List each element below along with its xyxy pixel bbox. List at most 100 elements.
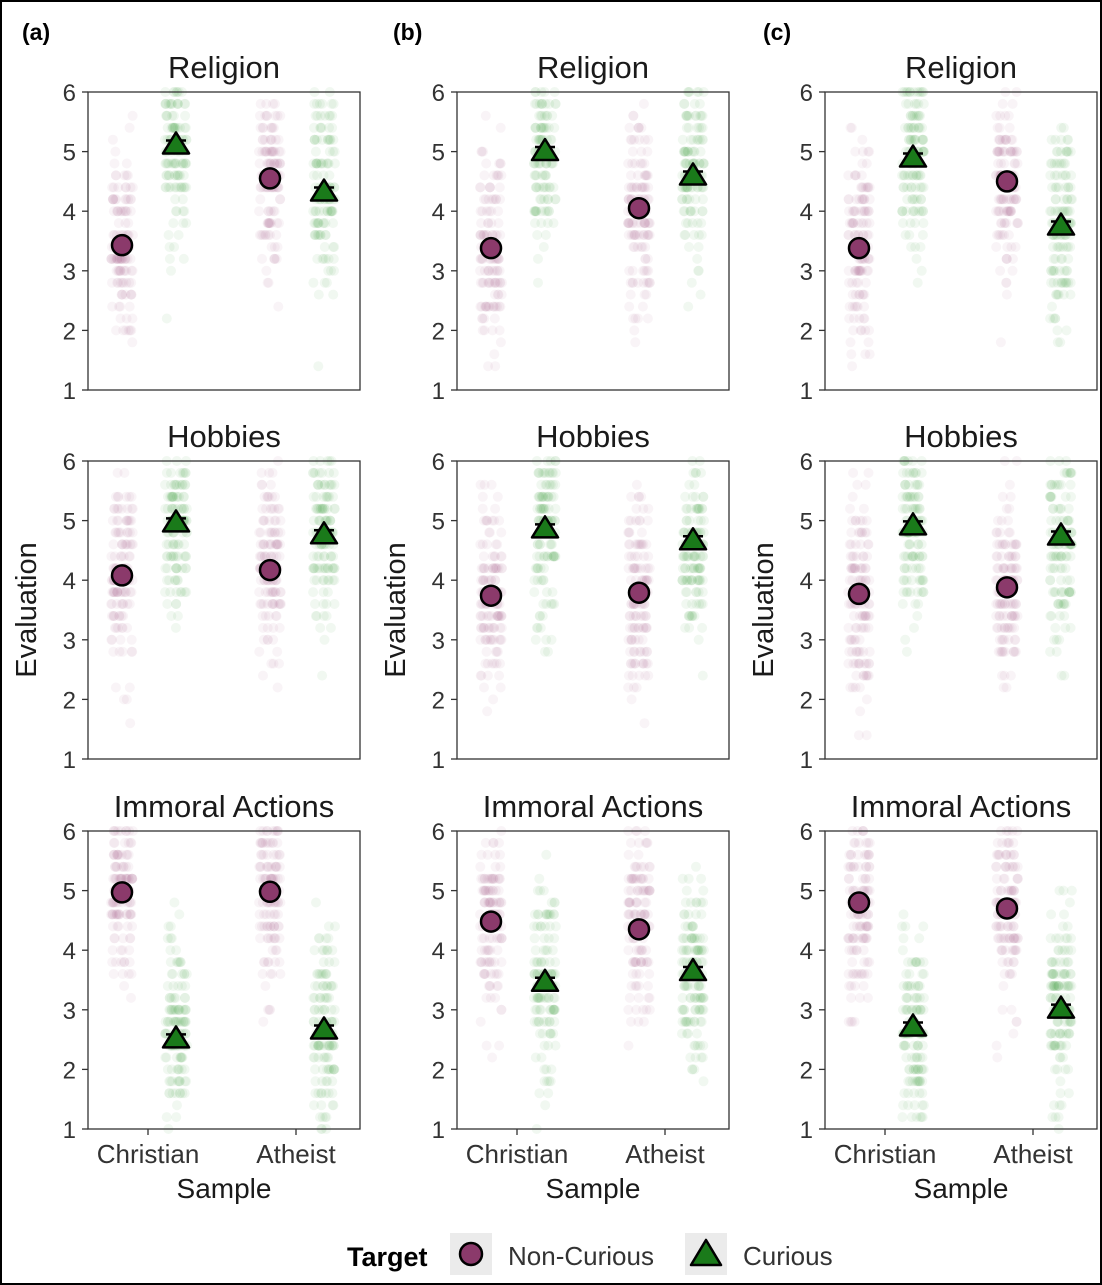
jitter-point — [325, 551, 336, 562]
jitter-point — [323, 563, 334, 574]
jitter-point — [329, 1016, 340, 1027]
jitter-point — [162, 503, 173, 514]
y-tick-label: 5 — [800, 879, 813, 906]
jitter-point — [309, 134, 320, 145]
jitter-point — [310, 1088, 321, 1099]
jitter-point — [161, 110, 172, 121]
jitter-point — [328, 146, 339, 157]
jitter-point — [320, 563, 331, 574]
jitter-point — [322, 587, 333, 598]
jitter-point — [177, 969, 188, 979]
jitter-point — [321, 1112, 332, 1123]
jitter-point — [623, 515, 634, 526]
jitter-point — [696, 230, 707, 240]
jitter-point — [1045, 551, 1056, 562]
jitter-point — [697, 134, 708, 145]
jitter-point — [176, 1052, 187, 1063]
plot-area-border — [456, 91, 730, 391]
jitter-point — [255, 539, 266, 550]
y-tick-label: 4 — [432, 568, 445, 595]
jitter-point — [693, 981, 704, 991]
jitter-point — [482, 706, 493, 717]
jitter-point — [902, 491, 913, 502]
jitter-point — [265, 158, 276, 169]
jitter-point — [494, 158, 505, 169]
jitter-point — [311, 206, 321, 217]
jitter-point — [127, 313, 138, 324]
jitter-point — [113, 515, 124, 526]
jitter-point — [168, 122, 179, 133]
jitter-point — [170, 992, 181, 1003]
jitter-point — [860, 479, 871, 490]
jitter-point — [263, 206, 274, 217]
jitter-point — [309, 134, 320, 145]
jitter-point — [679, 98, 690, 109]
jitter-point — [106, 599, 117, 609]
jitter-point — [860, 563, 871, 574]
jitter-point — [107, 194, 118, 205]
jitter-point — [309, 134, 320, 145]
jitter-point — [268, 206, 279, 217]
jitter-point — [318, 1052, 329, 1063]
jitter-point — [120, 182, 131, 193]
legend-marker-non-curious — [458, 1241, 484, 1267]
jitter-point — [689, 479, 700, 490]
jitter-point — [177, 1088, 188, 1099]
jitter-point — [480, 110, 491, 121]
jitter-point — [1050, 1064, 1060, 1075]
jitter-point — [309, 563, 320, 574]
jitter-point — [258, 670, 268, 681]
jitter-point — [863, 467, 874, 478]
jitter-point — [531, 134, 542, 145]
jitter-point — [494, 277, 505, 288]
jitter-point — [475, 479, 486, 490]
jitter-point — [267, 146, 278, 157]
jitter-point — [997, 945, 1008, 956]
jitter-point — [531, 622, 542, 633]
jitter-point — [275, 969, 286, 979]
jitter-point — [318, 218, 329, 229]
jitter-point — [531, 1004, 542, 1015]
jitter-point — [163, 539, 174, 550]
jitter-point — [258, 849, 269, 860]
jitter-point — [492, 646, 503, 657]
y-tick-label: 2 — [800, 1057, 813, 1084]
jitter-point — [682, 218, 693, 229]
jitter-point — [268, 658, 279, 669]
jitter-point — [848, 467, 859, 478]
jitter-point — [264, 467, 275, 478]
jitter-point — [679, 230, 690, 240]
mean-marker-curious — [161, 1025, 191, 1049]
jitter-point — [177, 467, 188, 478]
jitter-point — [126, 265, 137, 276]
jitter-point — [257, 134, 268, 145]
jitter-point — [492, 301, 502, 312]
jitter-point — [319, 1004, 330, 1015]
jitter-point — [174, 1088, 185, 1099]
y-tick-label: 4 — [63, 938, 76, 965]
jitter-point — [273, 301, 284, 312]
jitter-point — [107, 634, 117, 645]
jitter-point — [270, 587, 281, 598]
jitter-point — [174, 1076, 185, 1087]
jitter-point — [168, 158, 179, 169]
jitter-point — [995, 337, 1006, 348]
jitter-point — [120, 206, 131, 217]
jitter-point — [629, 230, 640, 240]
jitter-point — [116, 957, 127, 968]
jitter-point — [328, 1064, 339, 1075]
jitter-point — [629, 242, 640, 252]
jitter-point — [858, 945, 869, 956]
jitter-point — [484, 182, 495, 193]
jitter-point — [495, 158, 506, 169]
jitter-point — [677, 563, 688, 574]
jitter-point — [491, 611, 502, 621]
jitter-point — [259, 551, 270, 562]
jitter-point — [320, 1112, 331, 1123]
jitter-point — [322, 491, 333, 502]
jitter-point — [695, 563, 706, 574]
jitter-point — [537, 122, 548, 133]
jitter-point — [127, 230, 138, 240]
jitter-point — [543, 933, 554, 944]
jitter-point — [1004, 503, 1015, 514]
